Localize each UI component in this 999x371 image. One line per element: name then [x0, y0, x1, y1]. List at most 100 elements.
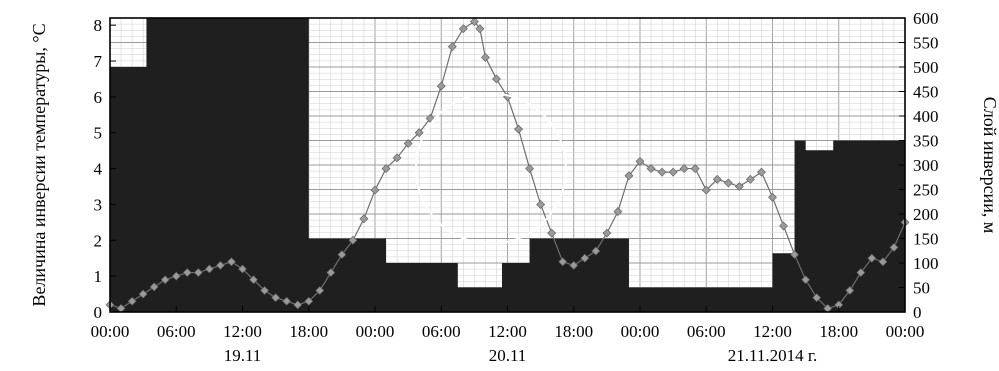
data-point [712, 174, 722, 184]
data-point [348, 235, 358, 245]
data-point [602, 228, 612, 238]
data-point [723, 178, 733, 188]
data-point [745, 174, 755, 184]
right-tick-label: 550 [913, 34, 939, 53]
data-point [635, 156, 645, 166]
highlight-circle [414, 92, 568, 245]
data-point [514, 124, 523, 134]
data-point [227, 257, 236, 267]
inversion-layer-step-area [110, 18, 905, 312]
data-point [414, 128, 424, 138]
right-tick-label: 450 [913, 83, 939, 102]
data-point [624, 171, 634, 181]
x-axis-ticks: 00:00 06:00 12:00 18:00 00:00 06:00 12:00 18:00… [91, 306, 925, 341]
left-tick-label: 6 [94, 88, 103, 107]
left-tick-label: 4 [94, 160, 103, 179]
data-point [171, 271, 181, 281]
data-point [790, 250, 800, 260]
x-tick-label: 18:00 [289, 322, 328, 341]
left-axis-ticks: 0 1 2 3 4 5 6 7 8 [94, 16, 116, 322]
x-tick-label: 00:00 [886, 322, 925, 341]
data-point [525, 164, 535, 174]
data-point [337, 250, 347, 260]
right-tick-label: 300 [913, 156, 939, 175]
data-point [447, 42, 457, 52]
data-point [845, 286, 855, 295]
data-point [878, 257, 888, 267]
right-tick-label: 50 [913, 279, 930, 298]
data-point [536, 200, 546, 209]
data-point [381, 164, 391, 174]
right-tick-label: 100 [913, 254, 939, 273]
data-point [282, 296, 292, 306]
left-tick-label: 7 [94, 52, 103, 71]
date-label: 20.11 [489, 346, 527, 365]
data-point [679, 164, 689, 174]
data-point [701, 185, 711, 195]
data-point [293, 300, 303, 310]
data-point [238, 264, 247, 274]
annotations [414, 92, 568, 245]
left-tick-label: 2 [94, 231, 103, 250]
data-point [315, 286, 325, 295]
data-point [182, 268, 192, 277]
data-point [304, 296, 314, 306]
x-tick-label: 00:00 [621, 322, 660, 341]
x-tick-label: 00:00 [356, 322, 395, 341]
x-tick-label: 12:00 [488, 322, 527, 341]
left-tick-label: 5 [94, 124, 103, 143]
x-tick-label: 12:00 [753, 322, 792, 341]
data-point [149, 282, 159, 292]
data-point [812, 293, 822, 303]
data-point [734, 182, 744, 191]
data-point [260, 286, 270, 295]
x-tick-label: 06:00 [422, 322, 461, 341]
right-tick-label: 200 [913, 205, 939, 224]
data-point [867, 253, 877, 263]
data-point [856, 268, 866, 277]
data-point [436, 81, 446, 91]
left-tick-label: 8 [94, 16, 103, 35]
data-point [326, 268, 336, 277]
left-tick-label: 0 [94, 303, 103, 322]
data-point [668, 167, 678, 177]
right-tick-label: 600 [913, 9, 939, 28]
data-point [690, 164, 700, 174]
data-point [469, 17, 479, 27]
left-tick-label: 1 [94, 267, 103, 286]
date-labels: 19.11 20.11 21.11.2014 г. [224, 346, 818, 365]
data-point [580, 253, 590, 263]
right-tick-label: 400 [913, 107, 939, 126]
x-tick-label: 18:00 [554, 322, 593, 341]
data-point [591, 246, 601, 256]
data-point [569, 260, 579, 270]
data-point [757, 167, 766, 177]
data-point [458, 24, 468, 34]
data-point [249, 275, 258, 285]
data-point [370, 185, 380, 195]
data-point [768, 192, 777, 202]
right-tick-label: 350 [913, 132, 939, 151]
data-point [480, 53, 490, 62]
data-point [492, 74, 501, 84]
data-point [403, 139, 413, 148]
x-tick-label: 06:00 [157, 322, 196, 341]
x-tick-label: 18:00 [819, 322, 858, 341]
data-point [801, 275, 811, 285]
data-point [193, 268, 203, 277]
data-point [475, 24, 485, 34]
right-tick-label: 150 [913, 230, 939, 249]
data-point [558, 257, 568, 267]
right-axis-ticks: 0 50 100 150 200 250 300 350 400 450 500 550 600 [899, 9, 939, 322]
data-point [613, 207, 623, 217]
data-point [547, 228, 557, 238]
data-point [271, 293, 281, 303]
x-tick-label: 12:00 [223, 322, 262, 341]
x-tick-label: 00:00 [91, 322, 130, 341]
date-label: 21.11.2014 г. [728, 346, 817, 365]
data-point [127, 296, 137, 306]
inversion-magnitude-series [105, 17, 910, 313]
data-point [392, 153, 402, 163]
data-point [657, 167, 667, 177]
